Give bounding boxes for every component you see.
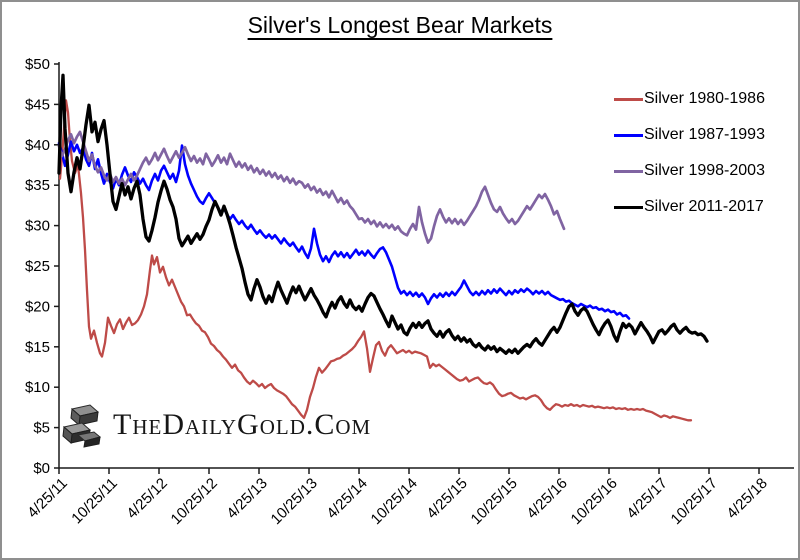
legend-label: Silver 1998-2003 [644, 162, 765, 179]
y-axis-label: $30 [25, 218, 50, 235]
y-axis-label: $20 [25, 298, 50, 315]
legend-label: Silver 2011-2017 [644, 198, 764, 215]
x-axis-label: 4/25/12 [123, 475, 170, 522]
y-axis-label: $5 [33, 420, 50, 437]
x-axis-label: 4/25/11 [24, 475, 71, 522]
x-axis-label: 10/25/16 [568, 475, 621, 528]
y-axis-label: $0 [33, 460, 50, 477]
x-axis-label: 10/25/17 [668, 475, 721, 528]
legend-line-swatch [614, 169, 643, 173]
x-axis-label: 4/25/15 [423, 475, 470, 522]
y-axis-label: $35 [25, 177, 50, 194]
x-axis-label: 10/25/14 [368, 475, 421, 528]
legend-item: Silver 1987-1993 [614, 117, 765, 153]
chart-title-text: Silver's Longest Bear Markets [247, 12, 553, 38]
x-axis-label: 4/25/13 [223, 475, 270, 522]
y-axis-label: $10 [25, 379, 50, 396]
watermark: TheDailyGold.Com [60, 401, 371, 449]
series-line-silver-2011-2017 [57, 73, 709, 355]
legend-line-swatch [614, 97, 643, 101]
legend-label: Silver 1980-1986 [644, 90, 765, 107]
legend-item: Silver 1980-1986 [614, 81, 765, 117]
series-line-silver-1980-1986 [58, 99, 693, 422]
y-axis-label: $15 [25, 339, 50, 356]
x-axis-label: 10/25/11 [68, 475, 121, 528]
y-axis-label: $25 [25, 258, 50, 275]
series-line-silver-1998-2003 [57, 130, 566, 244]
x-axis-label: 10/25/15 [468, 475, 521, 528]
x-axis-label: 4/25/18 [723, 475, 770, 522]
legend-item: Silver 2011-2017 [614, 189, 765, 225]
legend-label: Silver 1987-1993 [644, 126, 765, 143]
gold-bars-icon [62, 404, 102, 448]
x-axis-label: 4/25/16 [523, 475, 570, 522]
legend-line-swatch [614, 205, 643, 209]
legend-item: Silver 1998-2003 [614, 153, 765, 189]
x-axis-label: 10/25/13 [268, 475, 321, 528]
watermark-text: TheDailyGold.Com [113, 408, 372, 441]
legend-line-swatch [614, 133, 643, 137]
y-axis-label: $50 [25, 56, 50, 73]
x-axis-label: 4/25/14 [323, 475, 370, 522]
chart-title: Silver's Longest Bear Markets [2, 12, 798, 39]
x-axis-label: 4/25/17 [623, 475, 670, 522]
x-axis-label: 10/25/12 [168, 475, 221, 528]
y-axis-label: $45 [25, 96, 50, 113]
y-axis-label: $40 [25, 137, 50, 154]
series-line-silver-1987-1993 [57, 140, 631, 320]
legend: Silver 1980-1986 Silver 1987-1993 Silver 1… [614, 81, 765, 225]
